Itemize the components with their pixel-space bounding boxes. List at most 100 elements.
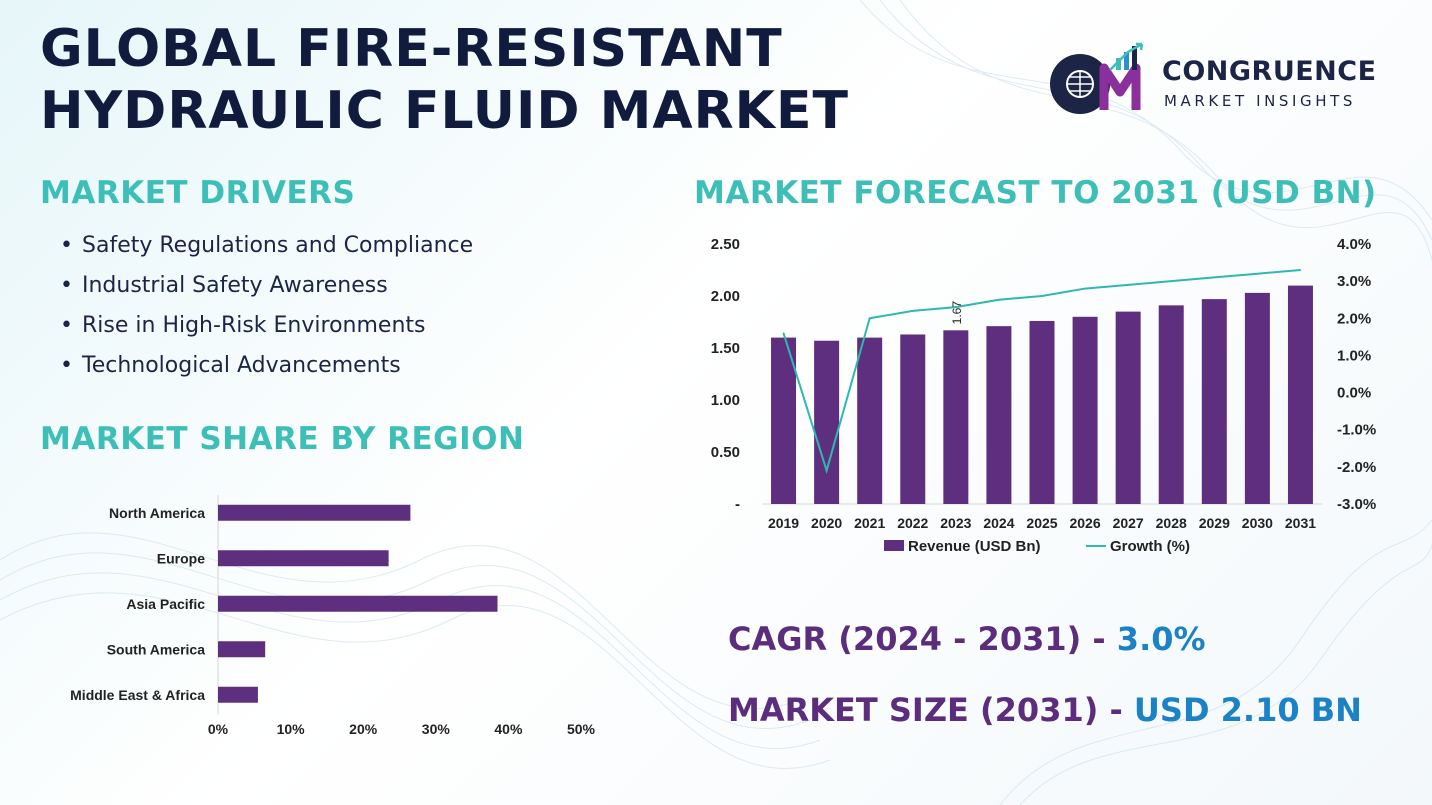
revenue-bar — [771, 337, 797, 504]
revenue-bar — [857, 337, 883, 504]
region-category-label: Asia Pacific — [126, 596, 205, 612]
driver-text: Rise in High-Risk Environments — [82, 313, 426, 338]
forecast-x-tick-label: 2026 — [1069, 515, 1100, 531]
revenue-bar — [900, 334, 926, 504]
revenue-bar — [1029, 320, 1055, 504]
region-bar — [218, 686, 258, 703]
forecast-y2-tick-label: 2.0% — [1337, 310, 1371, 327]
legend-revenue-swatch — [884, 540, 904, 551]
forecast-x-tick-label: 2031 — [1285, 515, 1316, 531]
cagr-separator: - — [1081, 620, 1117, 658]
region-bar — [218, 641, 266, 658]
forecast-x-tick-label: 2027 — [1113, 515, 1144, 531]
forecast-y2-tick-label: -3.0% — [1337, 496, 1376, 513]
forecast-x-tick-label: 2021 — [854, 515, 885, 531]
growth-point — [1041, 295, 1043, 297]
forecast-x-tick-label: 2024 — [983, 515, 1014, 531]
growth-point — [825, 469, 828, 472]
market-size-separator: - — [1098, 691, 1134, 729]
forecast-y2-tick-label: 3.0% — [1337, 273, 1371, 290]
region-category-label: South America — [107, 641, 205, 657]
forecast-x-tick-label: 2030 — [1242, 515, 1273, 531]
logo-mark-icon — [1050, 42, 1144, 114]
revenue-bar — [1072, 316, 1098, 504]
brand-name: CONGRUENCE — [1162, 56, 1377, 87]
growth-point — [911, 310, 914, 312]
cagr-label: CAGR (2024 - 2031) — [728, 620, 1082, 658]
forecast-y-tick-label: 2.50 — [711, 236, 740, 253]
legend-revenue-label: Revenue (USD Bn) — [908, 538, 1041, 555]
market-share-heading: MARKET SHARE BY REGION — [40, 421, 525, 457]
region-bar — [218, 595, 498, 612]
forecast-x-tick-label: 2029 — [1199, 515, 1230, 531]
growth-point — [955, 306, 957, 308]
forecast-x-tick-label: 2028 — [1156, 515, 1187, 531]
forecast-x-tick-label: 2023 — [940, 515, 971, 531]
legend-growth-label: Growth (%) — [1110, 538, 1190, 555]
market-forecast-chart: - 0.50 1.00 1.50 2.00 2.50 -3.0% -2.0% -1.0% 0.0%… — [711, 236, 1376, 555]
revenue-bar — [986, 326, 1012, 504]
forecast-y2-tick-label: 1.0% — [1337, 347, 1371, 364]
bullet-icon: • — [60, 233, 73, 258]
bullet-icon: • — [60, 313, 73, 338]
cagr-value: 3.0% — [1116, 620, 1206, 658]
growth-point — [1084, 287, 1086, 290]
revenue-bar — [1158, 305, 1184, 504]
driver-item: • Safety Regulations and Compliance — [60, 228, 473, 268]
region-category-label: Middle East & Africa — [70, 687, 205, 703]
revenue-bar — [1244, 292, 1270, 504]
region-category-label: Europe — [157, 550, 205, 566]
revenue-bar — [1201, 299, 1227, 504]
driver-item: • Rise in High-Risk Environments — [60, 308, 473, 348]
forecast-y2-tick-label: 4.0% — [1337, 236, 1371, 253]
forecast-x-tick-label: 2020 — [811, 515, 842, 531]
driver-text: Industrial Safety Awareness — [82, 273, 388, 298]
growth-point — [1213, 276, 1216, 279]
forecast-y-tick-label: 1.00 — [711, 392, 740, 409]
forecast-x-tick-label: 2025 — [1026, 515, 1057, 531]
bullet-icon: • — [60, 273, 73, 298]
growth-point — [868, 317, 871, 320]
growth-point — [782, 332, 785, 334]
revenue-bar — [943, 330, 969, 504]
driver-item: • Technological Advancements — [60, 348, 473, 388]
market-drivers-heading: MARKET DRIVERS — [40, 175, 356, 211]
forecast-y-tick-label: 0.50 — [711, 444, 740, 461]
region-x-tick-label: 50% — [567, 721, 596, 737]
driver-text: Safety Regulations and Compliance — [82, 233, 474, 258]
region-x-tick-label: 20% — [349, 721, 378, 737]
driver-item: • Industrial Safety Awareness — [60, 268, 473, 308]
forecast-y2-tick-label: -2.0% — [1337, 459, 1376, 476]
forecast-y-tick-label: - — [735, 496, 740, 513]
forecast-y2-tick-label: -1.0% — [1337, 422, 1376, 439]
title-line-1: GLOBAL FIRE-RESISTANT — [40, 19, 783, 79]
market-drivers-list: • Safety Regulations and Compliance • Indus… — [60, 228, 473, 388]
region-x-tick-label: 40% — [494, 721, 523, 737]
brand-logo: CONGRUENCE MARKET INSIGHTS — [1046, 40, 1396, 120]
region-share-chart: North America Europe Asia Pacific South Ame… — [70, 495, 596, 737]
region-x-tick-label: 0% — [208, 721, 229, 737]
forecast-x-tick-label: 2019 — [768, 515, 799, 531]
growth-point — [1256, 272, 1259, 275]
brand-tagline: MARKET INSIGHTS — [1164, 92, 1357, 110]
forecast-x-tick-label: 2022 — [897, 515, 928, 531]
region-x-tick-label: 10% — [277, 721, 306, 737]
growth-point — [1170, 280, 1173, 282]
region-x-tick-label: 30% — [422, 721, 451, 737]
driver-text: Technological Advancements — [82, 353, 401, 378]
forecast-y-tick-label: 1.50 — [711, 340, 740, 357]
title-line-2: HYDRAULIC FLUID MARKET — [40, 81, 849, 141]
market-size-stat: MARKET SIZE (2031) - USD 2.10 BN — [728, 691, 1362, 729]
page-title: GLOBAL FIRE-RESISTANT HYDRAULIC FLUID MA… — [40, 18, 849, 142]
growth-point — [1299, 269, 1302, 271]
revenue-bar — [814, 340, 840, 504]
market-forecast-heading: MARKET FORECAST TO 2031 (USD BN) — [694, 175, 1377, 211]
region-category-label: North America — [109, 505, 205, 521]
revenue-data-label: 1.67 — [950, 301, 964, 325]
market-size-value: USD 2.10 BN — [1133, 691, 1362, 729]
revenue-bar — [1115, 311, 1141, 504]
revenue-bar — [1287, 285, 1313, 504]
forecast-y2-tick-label: 0.0% — [1337, 385, 1371, 402]
region-bar — [218, 550, 389, 567]
growth-point — [1127, 284, 1129, 286]
